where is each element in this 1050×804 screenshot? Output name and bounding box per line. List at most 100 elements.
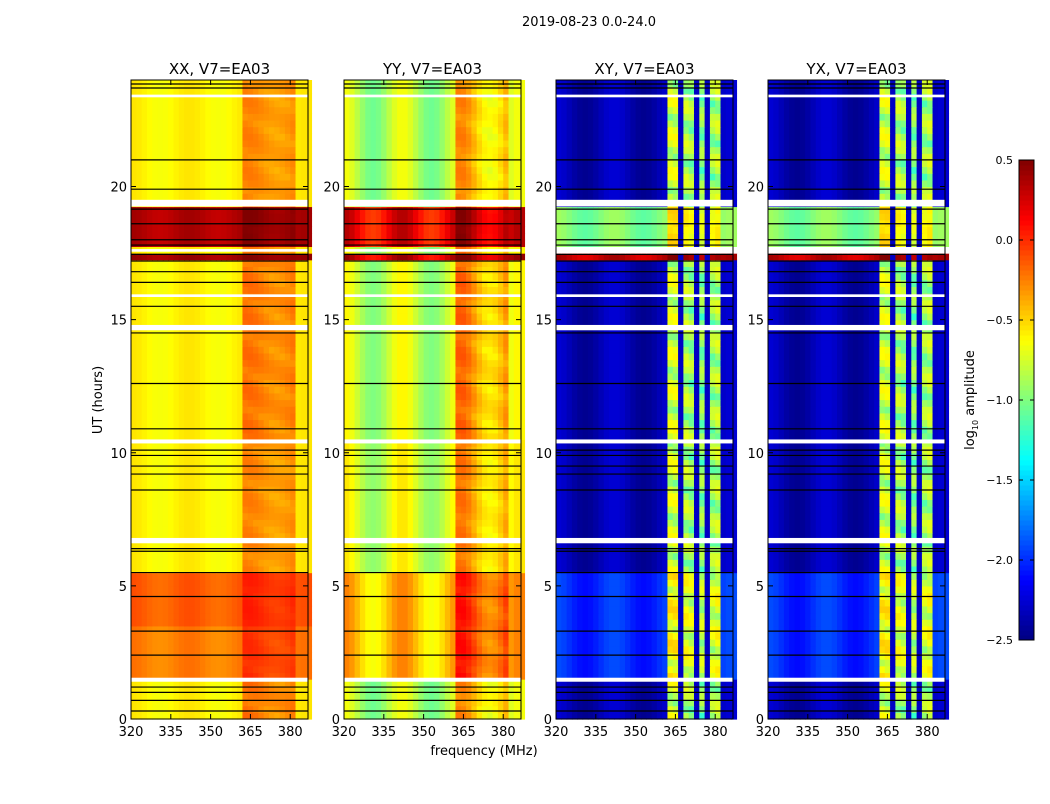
heatmap-cell bbox=[514, 613, 520, 620]
heatmap-cell bbox=[503, 692, 509, 699]
heatmap-cell bbox=[173, 206, 179, 213]
heatmap-cell bbox=[487, 666, 493, 673]
heatmap-cell bbox=[429, 393, 435, 400]
heatmap-cell bbox=[498, 546, 504, 553]
heatmap-cell bbox=[274, 426, 280, 433]
heatmap-cell bbox=[408, 666, 414, 673]
heatmap-cell bbox=[232, 147, 238, 154]
heatmap-cell bbox=[290, 426, 296, 433]
heatmap-cell bbox=[136, 366, 142, 373]
heatmap-cell bbox=[163, 692, 169, 699]
heatmap-cell bbox=[168, 193, 174, 200]
heatmap-cell bbox=[397, 419, 403, 426]
heatmap-cell bbox=[248, 373, 254, 380]
heatmap-cell bbox=[344, 692, 350, 699]
heatmap-cell bbox=[147, 692, 153, 699]
heatmap-cell bbox=[158, 406, 164, 413]
heatmap-cell bbox=[216, 313, 222, 320]
heatmap-cell bbox=[258, 160, 264, 167]
heatmap-cell bbox=[274, 313, 280, 320]
heatmap-cell bbox=[253, 173, 259, 180]
heatmap-cell bbox=[237, 366, 243, 373]
heatmap-cell bbox=[136, 353, 142, 360]
heatmap-cell bbox=[434, 506, 440, 513]
heatmap-cell bbox=[296, 506, 302, 513]
heatmap-cell bbox=[408, 426, 414, 433]
heatmap-cell bbox=[290, 479, 296, 486]
heatmap-cell bbox=[242, 706, 248, 713]
heatmap-cell bbox=[158, 586, 164, 593]
heatmap-cell bbox=[450, 553, 456, 560]
heatmap-cell bbox=[142, 426, 148, 433]
heatmap-cell bbox=[392, 506, 398, 513]
heatmap-cell bbox=[142, 213, 148, 220]
heatmap-cell bbox=[445, 639, 451, 646]
heatmap-cell bbox=[189, 666, 195, 673]
heatmap-cell bbox=[237, 413, 243, 420]
heatmap-cell bbox=[237, 519, 243, 526]
heatmap-cell bbox=[381, 393, 387, 400]
heatmap-cell bbox=[232, 333, 238, 340]
heatmap-cell bbox=[189, 506, 195, 513]
heatmap-cell bbox=[179, 513, 185, 520]
heatmap-cell bbox=[258, 506, 264, 513]
heatmap-cell bbox=[195, 313, 201, 320]
heatmap-cell bbox=[142, 100, 148, 107]
heatmap-cell bbox=[147, 559, 153, 566]
heatmap-cell bbox=[445, 453, 451, 460]
heatmap-cell bbox=[264, 340, 270, 347]
heatmap-cell bbox=[195, 240, 201, 247]
heatmap-cell bbox=[221, 213, 227, 220]
heatmap-cell bbox=[168, 333, 174, 340]
heatmap-cell bbox=[221, 479, 227, 486]
heatmap-cell bbox=[264, 493, 270, 500]
heatmap-cell bbox=[163, 373, 169, 380]
heatmap-cell bbox=[477, 632, 483, 639]
heatmap-cell bbox=[211, 127, 217, 134]
heatmap-cell bbox=[163, 619, 169, 626]
heatmap-cell bbox=[386, 573, 392, 580]
heatmap-cell bbox=[285, 280, 291, 287]
heatmap-cell bbox=[290, 366, 296, 373]
heatmap-cell bbox=[179, 240, 185, 247]
heatmap-cell bbox=[216, 513, 222, 520]
heatmap-cell bbox=[471, 599, 477, 606]
heatmap-cell bbox=[142, 519, 148, 526]
heatmap-cell bbox=[205, 632, 211, 639]
heatmap-cell bbox=[471, 453, 477, 460]
heatmap-cell bbox=[227, 619, 233, 626]
heatmap-cell bbox=[344, 413, 350, 420]
heatmap-cell bbox=[365, 393, 371, 400]
heatmap-cell bbox=[200, 187, 206, 194]
heatmap-cell bbox=[269, 333, 275, 340]
heatmap-cell bbox=[440, 599, 446, 606]
heatmap-cell bbox=[306, 406, 312, 413]
heatmap-cell bbox=[274, 466, 280, 473]
heatmap-cell bbox=[227, 346, 233, 353]
heatmap-cell bbox=[158, 113, 164, 120]
heatmap-cell bbox=[349, 406, 355, 413]
heatmap-cell bbox=[466, 499, 472, 506]
heatmap-cell bbox=[211, 286, 217, 293]
heatmap-cell bbox=[455, 632, 461, 639]
heatmap-cell bbox=[258, 280, 264, 287]
heatmap-cell bbox=[142, 646, 148, 653]
heatmap-cell bbox=[514, 646, 520, 653]
heatmap-cell bbox=[168, 366, 174, 373]
heatmap-cell bbox=[397, 632, 403, 639]
heatmap-cell bbox=[290, 373, 296, 380]
heatmap-cell bbox=[232, 306, 238, 313]
heatmap-cell bbox=[514, 479, 520, 486]
heatmap-cell bbox=[402, 419, 408, 426]
heatmap-cell bbox=[195, 160, 201, 167]
heatmap-cell bbox=[163, 493, 169, 500]
heatmap-cell bbox=[466, 433, 472, 440]
heatmap-cell bbox=[402, 559, 408, 566]
heatmap-cell bbox=[280, 553, 286, 560]
heatmap-cell bbox=[424, 579, 430, 586]
heatmap-cell bbox=[173, 133, 179, 140]
heatmap-cell bbox=[514, 493, 520, 500]
heatmap-cell bbox=[248, 526, 254, 533]
heatmap-cell bbox=[493, 559, 499, 566]
heatmap-cell bbox=[237, 167, 243, 174]
